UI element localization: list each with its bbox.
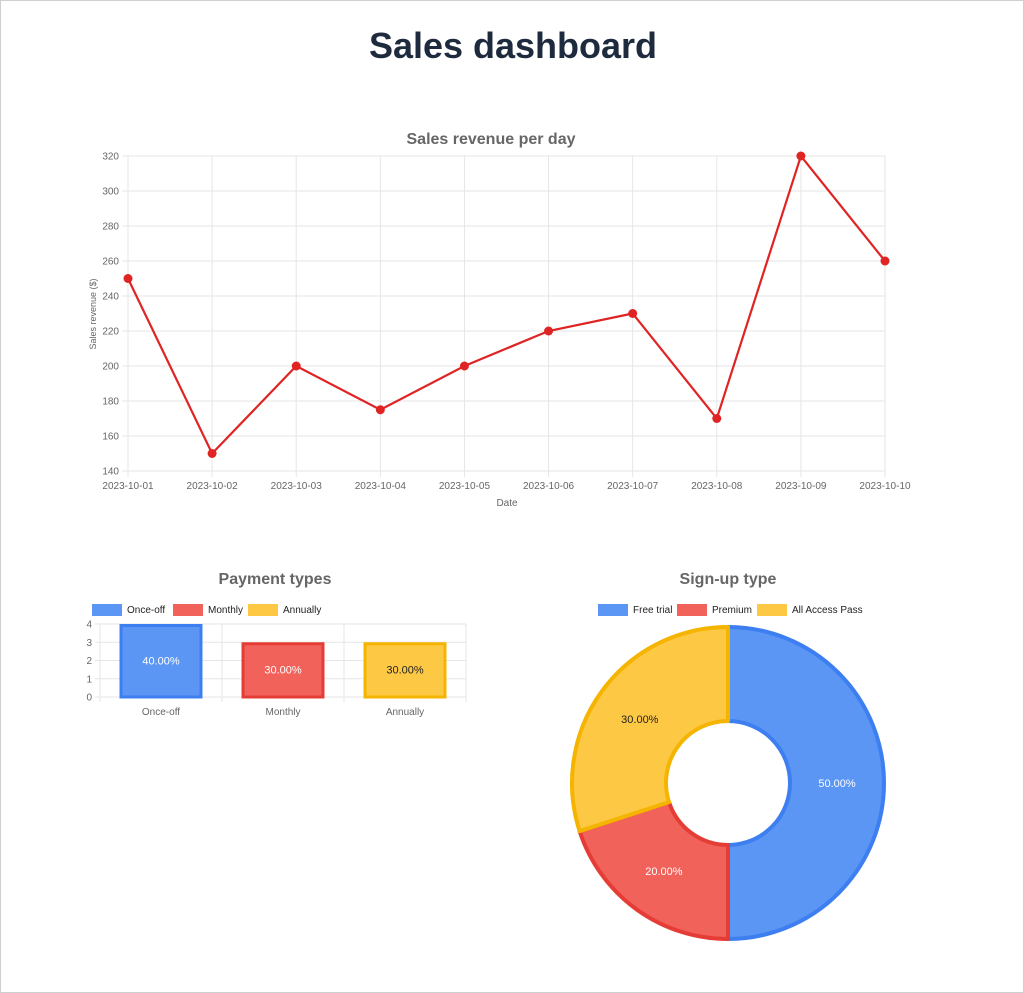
signup-legend-label: All Access Pass <box>792 605 863 616</box>
revenue-x-tick-label: 2023-10-04 <box>355 481 407 492</box>
signup-data-label: 30.00% <box>621 714 659 726</box>
signup-legend-label: Free trial <box>633 605 672 616</box>
revenue-x-tick-label: 2023-10-10 <box>859 481 911 492</box>
revenue-y-tick-label: 140 <box>102 467 119 478</box>
revenue-x-ticks: 2023-10-01 2023-10-02 2023-10-03 2023-10-04… <box>102 481 911 492</box>
revenue-data-point <box>123 274 133 283</box>
revenue-grid <box>122 155 886 477</box>
payment-bar <box>241 642 325 699</box>
revenue-data-point <box>291 361 301 371</box>
revenue-x-tick-label: 2023-10-05 <box>439 481 491 492</box>
revenue-x-axis-label: Date <box>496 498 518 509</box>
payment-legend: Once-off Monthly Annually <box>92 604 321 616</box>
payment-bars <box>119 624 447 699</box>
revenue-y-tick-label: 300 <box>102 187 119 198</box>
payment-x-ticks: Once-off Monthly Annually <box>142 707 424 718</box>
revenue-y-tick-label: 180 <box>102 397 119 408</box>
payment-legend-swatch <box>173 604 203 616</box>
payment-data-labels: 40.00% 30.00% 30.00% <box>142 656 424 677</box>
revenue-y-ticks: 140 160 180 200 220 240 260 280 300 320 <box>102 152 119 478</box>
revenue-x-tick-label: 2023-10-07 <box>607 481 659 492</box>
revenue-points <box>123 151 890 458</box>
payment-y-tick-label: 2 <box>86 656 92 667</box>
revenue-x-tick-label: 2023-10-09 <box>775 481 827 492</box>
revenue-y-axis-label: Sales revenue ($) <box>88 278 98 349</box>
payment-bar-chart: Payment types Once-off Monthly Annually 0 1… <box>86 571 467 718</box>
revenue-data-point <box>375 405 385 415</box>
signup-legend-swatch <box>598 604 628 616</box>
signup-data-label: 20.00% <box>645 866 683 878</box>
payment-bar <box>119 624 203 699</box>
payment-data-label: 40.00% <box>142 656 180 668</box>
signup-legend-swatch <box>757 604 787 616</box>
signup-slice <box>577 800 730 941</box>
payment-x-tick-label: Annually <box>386 707 424 718</box>
payment-legend-label: Annually <box>283 605 321 616</box>
payment-legend-swatch <box>92 604 122 616</box>
payment-x-tick-label: Once-off <box>142 707 180 718</box>
revenue-y-tick-label: 260 <box>102 257 119 268</box>
revenue-line-chart: Sales revenue per day 140 160 180 200 220 240… <box>88 131 911 509</box>
signup-chart-title: Sign-up type <box>680 571 777 588</box>
revenue-x-tick-label: 2023-10-08 <box>691 481 743 492</box>
signup-slice <box>726 625 886 941</box>
revenue-y-tick-label: 280 <box>102 222 119 233</box>
revenue-x-tick-label: 2023-10-06 <box>523 481 575 492</box>
revenue-chart-title: Sales revenue per day <box>407 131 576 148</box>
revenue-data-point <box>712 414 722 423</box>
signup-doughnut-chart: Sign-up type Free trial Premium All Access… <box>570 571 886 941</box>
revenue-data-point <box>628 309 638 318</box>
signup-legend-swatch <box>677 604 707 616</box>
payment-y-ticks: 0 1 2 3 4 <box>86 620 92 704</box>
payment-y-tick-label: 1 <box>86 674 92 685</box>
payment-data-label: 30.00% <box>386 665 424 677</box>
revenue-data-point <box>459 361 469 371</box>
signup-slices <box>570 625 886 941</box>
revenue-y-tick-label: 200 <box>102 362 119 373</box>
revenue-x-tick-label: 2023-10-03 <box>271 481 323 492</box>
payment-y-tick-label: 4 <box>86 620 92 631</box>
signup-legend-label: Premium <box>712 605 752 616</box>
payment-x-tick-label: Monthly <box>265 707 300 718</box>
page-title: Sales dashboard <box>368 25 658 66</box>
signup-slice <box>570 625 730 834</box>
signup-legend: Free trial Premium All Access Pass <box>598 604 863 616</box>
payment-chart-title: Payment types <box>219 571 332 588</box>
revenue-x-tick-label: 2023-10-01 <box>102 481 154 492</box>
revenue-data-point <box>880 256 890 266</box>
revenue-series-line <box>127 153 886 456</box>
revenue-y-tick-label: 220 <box>102 327 119 338</box>
revenue-y-tick-label: 320 <box>102 152 119 163</box>
payment-legend-label: Once-off <box>127 605 165 616</box>
payment-data-label: 30.00% <box>264 665 302 677</box>
revenue-y-tick-label: 240 <box>102 292 119 303</box>
signup-data-labels: 50.00% 20.00% 30.00% <box>621 714 856 878</box>
signup-data-label: 50.00% <box>818 778 856 790</box>
payment-legend-label: Monthly <box>208 605 243 616</box>
payment-bar <box>363 642 447 699</box>
revenue-data-point <box>207 449 217 458</box>
payment-y-tick-label: 3 <box>86 638 92 649</box>
payment-y-tick-label: 0 <box>86 693 92 704</box>
revenue-y-tick-label: 160 <box>102 432 119 443</box>
revenue-data-point <box>796 151 806 161</box>
payment-legend-swatch <box>248 604 278 616</box>
revenue-x-tick-label: 2023-10-02 <box>187 481 239 492</box>
revenue-data-point <box>544 326 554 336</box>
